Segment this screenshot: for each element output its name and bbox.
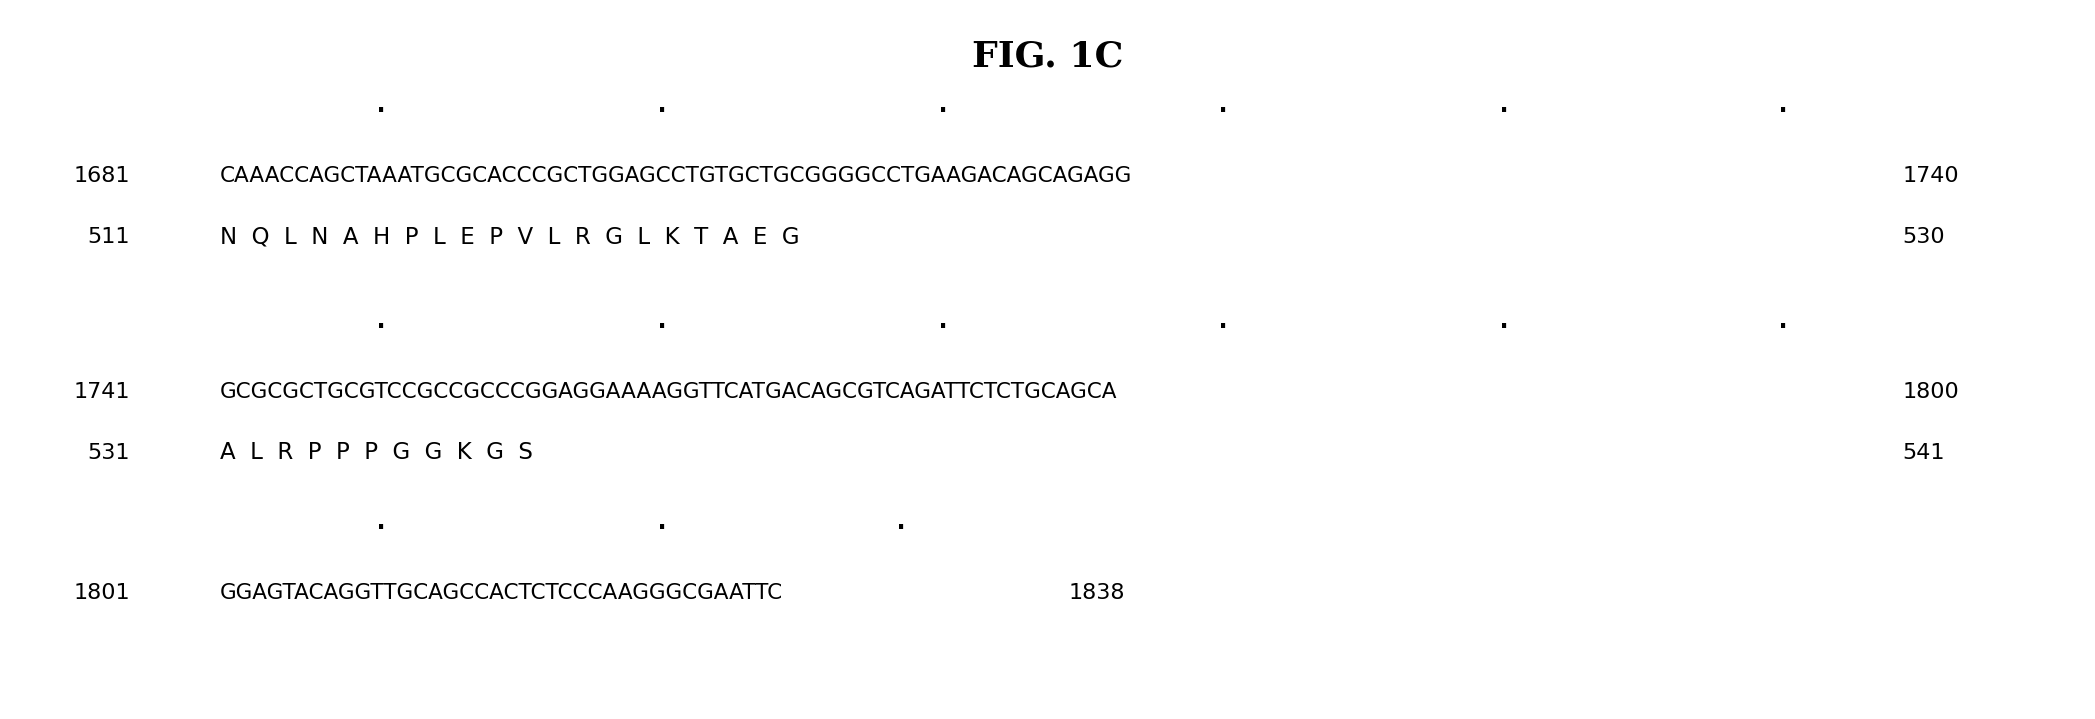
Text: ·: · [1494, 95, 1515, 128]
Text: GCGCGCTGCGTCCGCCGCCCGGAGGAAAAGGTTCATGACAGCGTCAGATTCTCTGCAGCA: GCGCGCTGCGTCCGCCGCCCGGAGGAAAAGGTTCATGACA… [220, 382, 1117, 402]
Text: 531: 531 [88, 443, 130, 463]
Text: 541: 541 [1902, 443, 1944, 463]
Text: ·: · [1772, 311, 1793, 344]
Text: ·: · [1213, 95, 1234, 128]
Text: ·: · [652, 512, 672, 545]
Text: 1801: 1801 [73, 583, 130, 603]
Text: 1741: 1741 [73, 382, 130, 402]
Text: ·: · [1494, 311, 1515, 344]
Text: ·: · [371, 311, 392, 344]
Text: ·: · [652, 95, 672, 128]
Text: 1681: 1681 [73, 166, 130, 186]
Text: 1740: 1740 [1902, 166, 1959, 186]
Text: ·: · [652, 311, 672, 344]
Text: FIG. 1C: FIG. 1C [972, 40, 1123, 73]
Text: 1800: 1800 [1902, 382, 1959, 402]
Text: ·: · [890, 512, 911, 545]
Text: ·: · [932, 311, 953, 344]
Text: A  L  R  P  P  P  G  G  K  G  S: A L R P P P G G K G S [220, 441, 532, 464]
Text: 511: 511 [88, 227, 130, 247]
Text: 530: 530 [1902, 227, 1944, 247]
Text: ·: · [371, 512, 392, 545]
Text: ·: · [932, 95, 953, 128]
Text: ·: · [371, 95, 392, 128]
Text: GGAGTACAGGTTGCAGCCACTCTCCCAAGGGCGAATTC: GGAGTACAGGTTGCAGCCACTCTCCCAAGGGCGAATTC [220, 583, 784, 603]
Text: ·: · [1213, 311, 1234, 344]
Text: ·: · [1772, 95, 1793, 128]
Text: N  Q  L  N  A  H  P  L  E  P  V  L  R  G  L  K  T  A  E  G: N Q L N A H P L E P V L R G L K T A E G [220, 226, 800, 249]
Text: CAAACCAGCTAAATGCGCACCCGCTGGAGCCTGTGCTGCGGGGCCTGAAGACAGCAGAGG: CAAACCAGCTAAATGCGCACCCGCTGGAGCCTGTGCTGCG… [220, 166, 1131, 186]
Text: 1838: 1838 [1068, 583, 1125, 603]
